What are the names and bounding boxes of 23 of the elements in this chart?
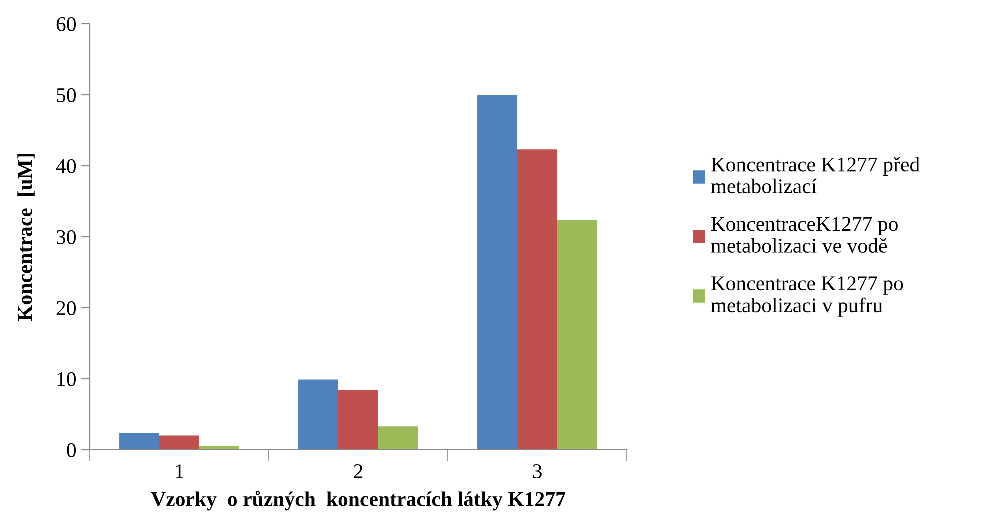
bar bbox=[518, 150, 558, 450]
legend-label: Koncentrace K1277 po metabolizaci v pufru bbox=[711, 276, 904, 317]
bar bbox=[378, 426, 418, 450]
bar bbox=[120, 432, 160, 450]
x-tick-label: 2 bbox=[354, 464, 363, 478]
bar bbox=[298, 380, 339, 450]
y-tick-label: 40 bbox=[56, 159, 76, 174]
legend-label: Koncentrace K1277 před metabolizací bbox=[711, 157, 920, 194]
x-axis-title: Vzorky o různých koncentracích látky K1277 bbox=[151, 491, 566, 511]
bar bbox=[160, 436, 200, 450]
bar bbox=[557, 220, 598, 450]
y-tick-label: 30 bbox=[56, 230, 76, 244]
x-tick-label: 1 bbox=[176, 464, 184, 478]
y-axis-title: Koncentrace [uM] bbox=[18, 154, 35, 322]
y-tick-label: 50 bbox=[57, 88, 76, 102]
bar bbox=[478, 95, 518, 450]
y-tick-label: 10 bbox=[58, 372, 76, 386]
legend-label: KoncentraceK1277 po metabolizaci ve vodě bbox=[711, 217, 898, 253]
bar bbox=[338, 390, 378, 450]
y-tick-label: 60 bbox=[56, 17, 76, 32]
y-tick-label: 0 bbox=[67, 443, 76, 458]
y-tick-label: 20 bbox=[56, 301, 76, 316]
x-tick-label: 3 bbox=[533, 464, 542, 479]
